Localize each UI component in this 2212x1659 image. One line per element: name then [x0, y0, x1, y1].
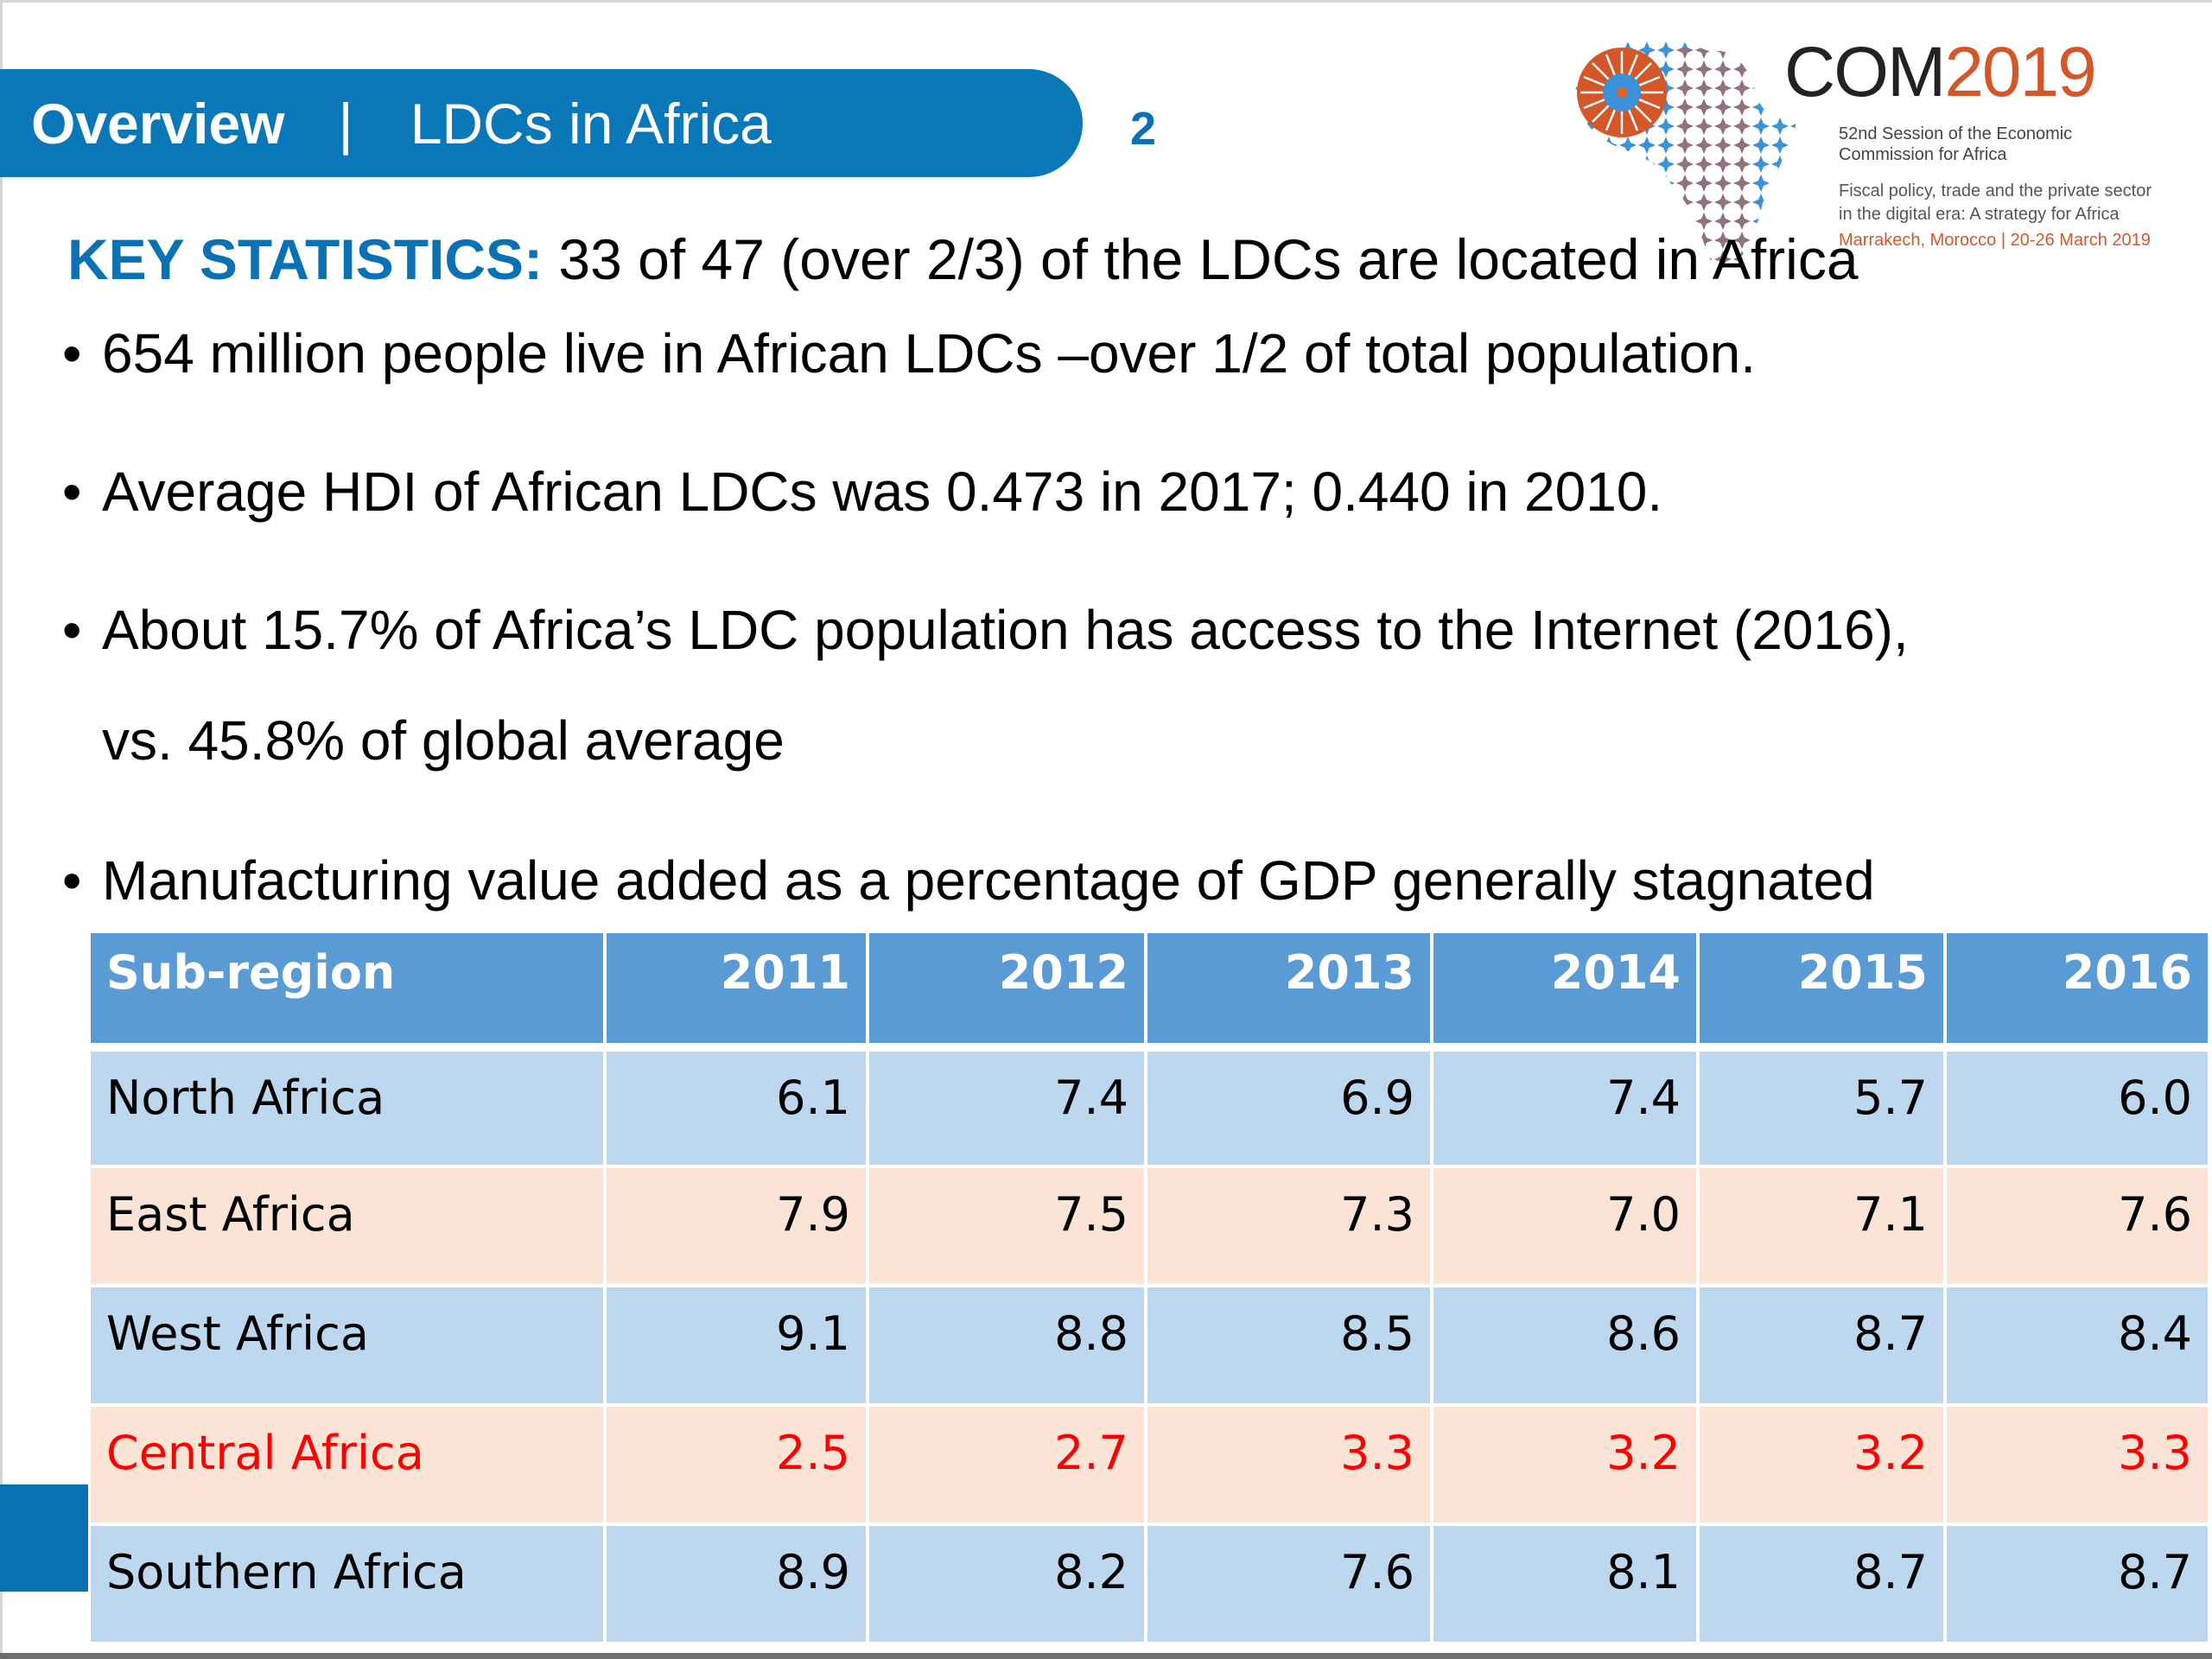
- value-cell: 2.7: [866, 1405, 1147, 1526]
- bullet-item: • 654 million people live in African LDCs…: [62, 321, 1756, 385]
- bullet-text: Manufacturing value added as a percentag…: [102, 849, 1875, 912]
- value-cell: 7.6: [1144, 1524, 1433, 1645]
- bullet-item: • Average HDI of African LDCs was 0.473 i…: [62, 460, 1662, 524]
- bullet-icon: •: [62, 599, 82, 661]
- value-cell: 7.4: [1430, 1047, 1700, 1168]
- value-cell: 7.1: [1696, 1166, 1947, 1287]
- value-cell: 2.5: [603, 1405, 869, 1526]
- africa-map-mosaic-icon: [1575, 38, 1796, 268]
- logo-session: 52nd Session of the Economic Commission …: [1839, 124, 2072, 165]
- value-cell: 3.2: [1696, 1405, 1947, 1526]
- value-cell: 8.7: [1696, 1524, 1947, 1645]
- logo-title: COM2019: [1784, 37, 2097, 108]
- logo-session-line: Commission for Africa: [1839, 145, 2007, 164]
- value-cell: 8.7: [1696, 1286, 1947, 1407]
- region-cell: Southern Africa: [91, 1524, 607, 1645]
- logo-title-year: 2019: [1944, 33, 2096, 111]
- table-row: West Africa 9.1 8.8 8.5 8.6 8.7 8.4: [91, 1286, 2211, 1407]
- table-row: East Africa 7.9 7.5 7.3 7.0 7.1 7.6: [91, 1166, 2211, 1287]
- value-cell: 6.0: [1943, 1047, 2211, 1168]
- region-cell: West Africa: [91, 1286, 607, 1407]
- value-cell: 7.6: [1943, 1166, 2211, 1287]
- value-cell: 3.3: [1943, 1405, 2211, 1526]
- value-cell: 8.1: [1430, 1524, 1700, 1645]
- column-header: Sub-region: [91, 933, 607, 1052]
- title-separator: |: [338, 91, 353, 156]
- column-header: 2011: [603, 933, 869, 1052]
- value-cell: 3.2: [1430, 1405, 1700, 1526]
- bullet-text: Average HDI of African LDCs was 0.473 in…: [102, 461, 1663, 523]
- bullet-icon: •: [62, 461, 82, 523]
- bullet-icon: •: [62, 322, 82, 385]
- value-cell: 7.5: [866, 1166, 1147, 1287]
- title-banner: Overview | LDCs in Africa: [0, 69, 1083, 177]
- bullet-icon: •: [62, 849, 82, 912]
- slide-frame-left: [0, 0, 3, 1659]
- value-cell: 8.8: [866, 1286, 1147, 1407]
- bullet-item: • About 15.7% of Africa’s LDC population …: [62, 598, 1909, 662]
- logo-theme-line: in the digital era: A strategy for Afric…: [1839, 205, 2120, 224]
- value-cell: 3.3: [1144, 1405, 1433, 1526]
- key-statistics-label: KEY STATISTICS:: [67, 227, 543, 291]
- slide-frame-bottom: [0, 1653, 2212, 1659]
- value-cell: 8.7: [1943, 1524, 2211, 1645]
- key-statistics-text: 33 of 47 (over 2/3) of the LDCs are loca…: [543, 227, 1859, 291]
- key-statistics: KEY STATISTICS: 33 of 47 (over 2/3) of t…: [67, 226, 1859, 292]
- column-header: 2014: [1430, 933, 1700, 1052]
- manufacturing-value-added-table: Sub-region 2011 2012 2013 2014 2015 2016…: [91, 933, 2211, 1645]
- value-cell: 7.3: [1144, 1166, 1433, 1287]
- region-cell: East Africa: [91, 1166, 607, 1287]
- column-header: 2012: [866, 933, 1147, 1052]
- logo-title-prefix: COM: [1784, 33, 1946, 111]
- value-cell: 8.5: [1144, 1286, 1433, 1407]
- bullet-item: • Manufacturing value added as a percenta…: [62, 849, 1875, 912]
- value-cell: 8.4: [1943, 1286, 2211, 1407]
- bullet-continuation: vs. 45.8% of global average: [102, 709, 785, 772]
- value-cell: 6.1: [603, 1047, 869, 1168]
- table-row: Central Africa 2.5 2.7 3.3 3.2 3.2 3.3: [91, 1405, 2211, 1526]
- slide-frame-top: [0, 0, 2212, 3]
- logo-theme-line: Fiscal policy, trade and the private sec…: [1839, 181, 2152, 200]
- decorative-blue-square: [0, 1484, 88, 1592]
- slide-topic: LDCs in Africa: [410, 91, 772, 156]
- logo-theme: Fiscal policy, trade and the private sec…: [1839, 180, 2152, 226]
- value-cell: 7.0: [1430, 1166, 1700, 1287]
- value-cell: 8.2: [866, 1524, 1147, 1645]
- logo-session-line: 52nd Session of the Economic: [1839, 124, 2073, 143]
- column-header: 2016: [1943, 933, 2211, 1052]
- table-row: Southern Africa 8.9 8.2 7.6 8.1 8.7 8.7: [91, 1524, 2211, 1645]
- column-header: 2013: [1144, 933, 1433, 1052]
- logo-location-dates: Marrakech, Morocco | 20-26 March 2019: [1839, 231, 2151, 250]
- table-header-row: Sub-region 2011 2012 2013 2014 2015 2016: [91, 933, 2211, 1052]
- value-cell: 5.7: [1696, 1047, 1947, 1168]
- section-title: Overview: [31, 91, 285, 156]
- column-header: 2015: [1696, 933, 1947, 1052]
- value-cell: 7.9: [603, 1166, 869, 1287]
- value-cell: 8.9: [603, 1524, 869, 1645]
- com2019-logo: COM2019 52nd Session of the Economic Com…: [1542, 22, 2199, 276]
- value-cell: 8.6: [1430, 1286, 1700, 1407]
- bullet-text: 654 million people live in African LDCs …: [102, 322, 1757, 385]
- value-cell: 6.9: [1144, 1047, 1433, 1168]
- region-cell: North Africa: [91, 1047, 607, 1168]
- value-cell: 7.4: [866, 1047, 1147, 1168]
- region-cell: Central Africa: [91, 1405, 607, 1526]
- page-number: 2: [1130, 103, 1157, 155]
- value-cell: 9.1: [603, 1286, 869, 1407]
- table-row: North Africa 6.1 7.4 6.9 7.4 5.7 6.0: [91, 1047, 2211, 1168]
- bullet-text: About 15.7% of Africa’s LDC population h…: [102, 599, 1909, 661]
